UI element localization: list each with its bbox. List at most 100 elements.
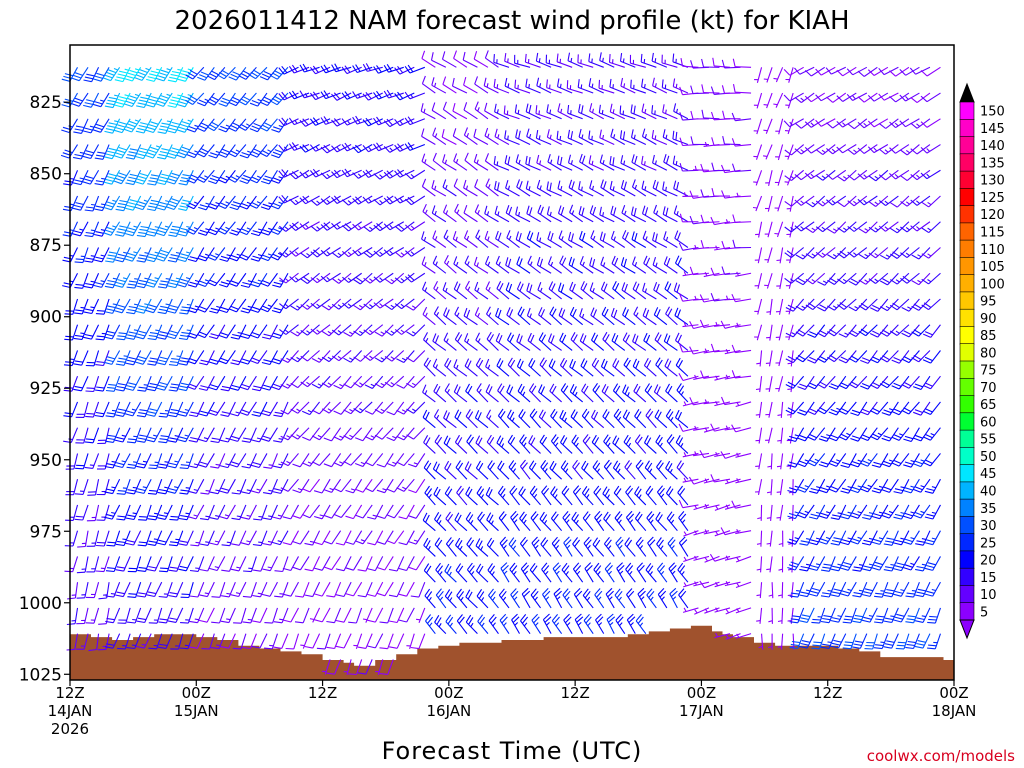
barb-half-flag	[193, 227, 199, 230]
barb-flag	[128, 593, 137, 595]
barb-flag	[171, 70, 181, 74]
barb-flag	[158, 441, 167, 444]
barb-flag	[160, 125, 169, 129]
wind-barb	[167, 273, 184, 289]
barb-flag	[72, 100, 82, 105]
barb-flag	[136, 415, 146, 418]
barb-flag	[95, 205, 104, 209]
barb-flag	[106, 544, 115, 547]
barb-flag	[171, 121, 180, 125]
barb-flag	[157, 491, 166, 495]
barb-half-flag	[549, 109, 552, 114]
barb-flag	[166, 180, 175, 185]
barb-flag	[179, 647, 189, 650]
barb-flag	[136, 105, 145, 109]
barb-flag	[73, 388, 82, 392]
barb-flag	[171, 198, 180, 202]
barb-half-flag	[205, 202, 210, 205]
barb-flag	[117, 540, 126, 544]
barb-flag	[86, 387, 95, 389]
barb-half-flag	[80, 306, 85, 309]
barb-flag	[159, 283, 168, 286]
barb-flag	[126, 204, 135, 208]
barb-flag	[159, 381, 168, 386]
wind-barb	[186, 221, 205, 235]
barb-flag	[125, 387, 134, 391]
barb-half-flag	[121, 460, 126, 463]
barb-flag	[149, 73, 158, 77]
wind-barb	[114, 453, 131, 469]
wind-barb	[147, 170, 163, 186]
wind-barb	[115, 375, 131, 392]
barb-flag	[146, 439, 155, 443]
wind-barb	[103, 350, 121, 365]
barb-flag	[84, 102, 93, 105]
wind-barb	[177, 67, 194, 82]
barb-half-flag	[166, 93, 171, 97]
wind-barb	[116, 324, 131, 341]
wind-barb	[189, 556, 205, 572]
barb-half-flag	[154, 512, 159, 515]
barb-flag	[85, 175, 94, 180]
barb-flag	[107, 125, 116, 128]
barb-staff	[84, 556, 89, 573]
barb-flag	[148, 304, 157, 308]
barb-flag	[96, 154, 105, 157]
barb-flag	[189, 569, 199, 572]
wind-barb	[178, 324, 194, 341]
barb-flag	[104, 105, 114, 109]
barb-flag	[85, 231, 94, 235]
barb-flag	[61, 104, 70, 108]
barb-flag	[74, 97, 83, 102]
wind-barb	[115, 530, 131, 547]
barb-half-flag	[174, 435, 179, 437]
wind-barb	[83, 273, 100, 289]
wind-barb	[185, 66, 205, 80]
barb-flag	[103, 181, 112, 185]
barb-flag	[150, 146, 159, 151]
barb-half-flag	[100, 229, 106, 231]
barb-flag	[147, 337, 156, 341]
barb-half-flag	[193, 488, 198, 492]
barb-staff	[132, 375, 142, 391]
wind-barb	[138, 504, 152, 521]
barb-flag	[146, 259, 155, 263]
barb-flag	[157, 255, 166, 259]
barb-flag	[180, 278, 189, 283]
barb-flag	[145, 129, 154, 134]
wind-barb	[176, 118, 194, 133]
barb-flag	[106, 463, 115, 466]
wind-barb	[167, 298, 184, 314]
barb-half-flag	[89, 464, 95, 466]
barb-flag	[105, 415, 114, 418]
barb-flag	[172, 225, 181, 229]
barb-flag	[179, 312, 188, 315]
barb-flag	[158, 334, 167, 337]
barb-flag	[158, 514, 167, 518]
wind-barb	[135, 478, 152, 494]
barb-staff	[163, 221, 173, 236]
barb-flag	[147, 411, 157, 414]
wind-barb	[166, 144, 184, 159]
barb-flag	[198, 74, 208, 79]
barb-half-flag	[538, 58, 541, 63]
barb-staff	[166, 556, 173, 572]
barb-flag	[169, 437, 178, 440]
barb-flag	[148, 149, 157, 154]
barb-flag	[170, 541, 179, 544]
barb-flag	[106, 643, 115, 646]
barb-half-flag	[194, 124, 199, 128]
barb-half-flag	[133, 329, 139, 332]
barb-flag	[96, 544, 105, 547]
barb-flag	[147, 101, 156, 105]
barb-flag	[149, 253, 158, 257]
wind-barb	[103, 170, 121, 185]
barb-flag	[169, 617, 178, 621]
barb-flag	[177, 439, 186, 443]
barb-flag	[93, 284, 102, 288]
barb-flag	[117, 647, 126, 650]
wind-barb	[146, 67, 163, 82]
barb-half-flag	[174, 486, 179, 489]
wind-barb	[76, 607, 89, 625]
barb-flag	[108, 96, 118, 100]
